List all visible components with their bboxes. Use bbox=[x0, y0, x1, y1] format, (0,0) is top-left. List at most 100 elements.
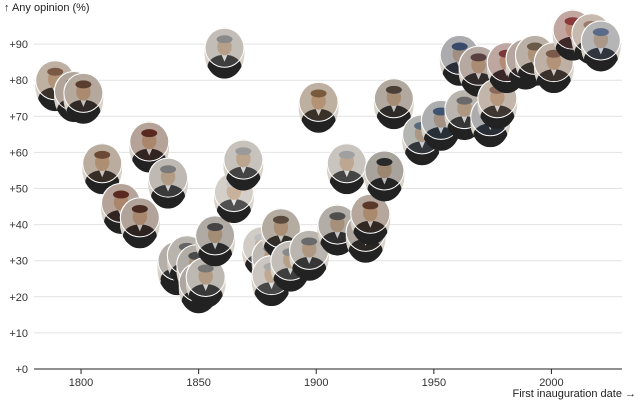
portrait-hair bbox=[131, 204, 148, 213]
president-portrait-point bbox=[82, 143, 123, 195]
portrait-figure bbox=[326, 143, 367, 195]
portrait-collar bbox=[136, 224, 143, 232]
portrait-outline bbox=[148, 157, 189, 198]
portrait-figure bbox=[317, 204, 358, 256]
president-portrait-point bbox=[63, 72, 104, 124]
portrait-outline bbox=[350, 193, 391, 234]
portrait-figure bbox=[204, 27, 245, 79]
portrait-collar bbox=[268, 282, 275, 290]
x-tick-label: 1950 bbox=[422, 377, 446, 389]
portrait-tint bbox=[260, 208, 301, 249]
y-tick-label: +10 bbox=[9, 328, 28, 340]
portrait-hair bbox=[362, 201, 379, 210]
portrait-tint bbox=[204, 27, 245, 68]
portrait-collar bbox=[437, 126, 444, 134]
data-points bbox=[35, 9, 621, 314]
portrait-collar bbox=[390, 105, 397, 113]
president-portrait-point bbox=[185, 256, 226, 308]
portrait-collar bbox=[334, 231, 341, 239]
y-axis-label: ↑ Any opinion (%) bbox=[4, 2, 90, 14]
portrait-tint bbox=[185, 256, 226, 297]
president-portrait-point bbox=[317, 204, 358, 256]
portrait-figure bbox=[195, 215, 236, 267]
president-portrait-point bbox=[148, 157, 189, 209]
portrait-hair bbox=[592, 28, 609, 37]
x-tick-label: 1850 bbox=[186, 377, 210, 389]
y-tick-label: +70 bbox=[9, 111, 28, 123]
portrait-tint bbox=[119, 197, 160, 238]
portrait-hair bbox=[113, 190, 130, 199]
portrait-hair bbox=[141, 129, 158, 138]
portrait-outline bbox=[223, 139, 264, 180]
portrait-collar bbox=[221, 54, 228, 62]
portrait-tint bbox=[373, 78, 414, 119]
portrait-collar bbox=[381, 177, 388, 185]
president-portrait-point bbox=[350, 193, 391, 245]
portrait-collar bbox=[550, 69, 557, 77]
portrait-outline bbox=[364, 150, 405, 191]
portrait-tint bbox=[129, 121, 170, 162]
portrait-tint bbox=[195, 215, 236, 256]
portrait-collar bbox=[240, 166, 247, 174]
portrait-outline bbox=[129, 121, 170, 162]
y-tick-label: +50 bbox=[9, 184, 28, 196]
portrait-collar bbox=[165, 184, 172, 192]
portrait-hair bbox=[94, 150, 111, 159]
portrait-hair bbox=[160, 165, 177, 174]
portrait-outline bbox=[82, 143, 123, 184]
portrait-figure bbox=[148, 157, 189, 209]
portrait-figure bbox=[63, 72, 104, 124]
y-tick-label: +30 bbox=[9, 256, 28, 268]
portrait-collar bbox=[230, 199, 237, 207]
portrait-hair bbox=[197, 264, 214, 273]
president-portrait-point bbox=[204, 27, 245, 79]
portrait-hair bbox=[376, 158, 393, 167]
portrait-outline bbox=[298, 81, 339, 122]
portrait-hair bbox=[385, 85, 402, 94]
portrait-hair bbox=[216, 35, 233, 44]
president-portrait-point bbox=[223, 139, 264, 191]
x-axis: 1800 1850 1900 1950 2000 bbox=[34, 368, 622, 389]
portrait-collar bbox=[475, 72, 482, 80]
portrait-figure bbox=[185, 256, 226, 308]
portrait-figure bbox=[364, 150, 405, 202]
y-tick-label: +80 bbox=[9, 75, 28, 87]
portrait-hair bbox=[338, 150, 355, 159]
portrait-collar bbox=[343, 170, 350, 178]
portrait-collar bbox=[315, 108, 322, 116]
portrait-tint bbox=[63, 72, 104, 113]
portrait-collar bbox=[99, 170, 106, 178]
portrait-tint bbox=[223, 139, 264, 180]
portrait-outline bbox=[373, 78, 414, 119]
portrait-figure bbox=[298, 81, 339, 133]
president-portrait-point bbox=[364, 150, 405, 202]
president-portrait-point bbox=[119, 197, 160, 249]
portrait-hair bbox=[310, 89, 327, 98]
portrait-figure bbox=[580, 20, 621, 72]
portrait-collar bbox=[367, 220, 374, 228]
portrait-figure bbox=[82, 143, 123, 195]
portrait-tint bbox=[326, 143, 367, 184]
portrait-collar bbox=[287, 267, 294, 275]
portrait-collar bbox=[202, 283, 209, 291]
portrait-collar bbox=[461, 116, 468, 124]
portrait-tint bbox=[364, 150, 405, 191]
portrait-collar bbox=[419, 141, 426, 149]
x-tick-label: 1900 bbox=[304, 377, 328, 389]
portrait-collar bbox=[597, 47, 604, 55]
portrait-tint bbox=[580, 20, 621, 61]
president-portrait-point bbox=[129, 121, 170, 173]
portrait-outline bbox=[204, 27, 245, 68]
portrait-tint bbox=[350, 193, 391, 234]
portrait-hair bbox=[272, 215, 289, 224]
y-tick-label: +40 bbox=[9, 220, 28, 232]
portrait-hair bbox=[235, 147, 252, 156]
portrait-hair bbox=[456, 96, 473, 105]
portrait-outline bbox=[63, 72, 104, 113]
portrait-collar bbox=[80, 99, 87, 107]
y-axis-ticks: +0 +10 +20 +30 +40 +50 +60 +70 +80 +90 bbox=[9, 39, 28, 376]
portrait-figure bbox=[129, 121, 170, 173]
portrait-hair bbox=[451, 42, 468, 51]
portrait-collar bbox=[306, 256, 313, 264]
